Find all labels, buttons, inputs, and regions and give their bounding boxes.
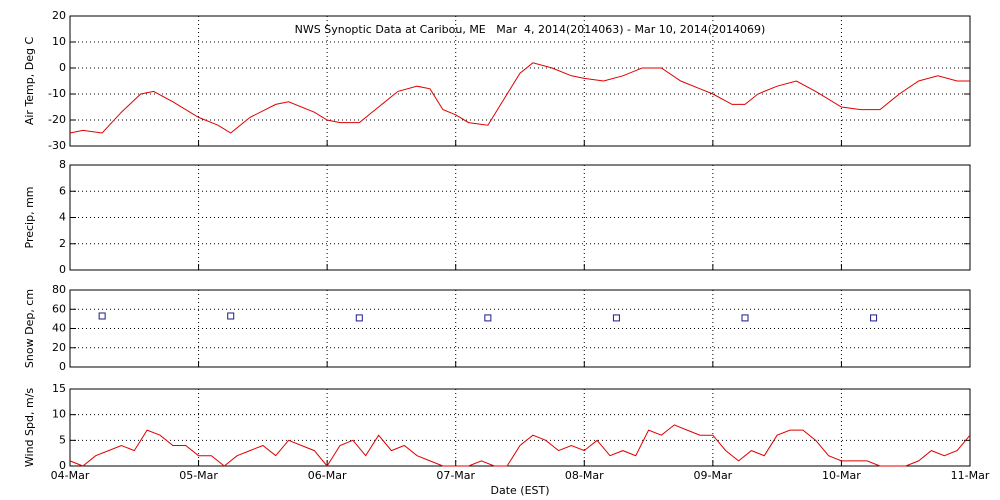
y-tick-label: 20 — [52, 341, 66, 354]
y-tick-label: 60 — [52, 302, 66, 315]
x-axis-label: Date (EST) — [490, 484, 549, 497]
data-line — [69, 424, 971, 467]
data-point — [741, 314, 749, 322]
x-tick-label: 06-Mar — [308, 469, 347, 482]
data-point — [484, 314, 492, 322]
data-point — [612, 314, 620, 322]
y-tick-label: 6 — [59, 184, 66, 197]
y-tick-label: 0 — [59, 459, 66, 472]
data-line — [69, 62, 970, 134]
data-point — [227, 312, 235, 320]
data-point — [98, 312, 106, 320]
y-tick-label: 0 — [59, 360, 66, 373]
y-tick-label: 5 — [59, 433, 66, 446]
y-tick-label: 20 — [52, 9, 66, 22]
y-tick-label: 10 — [52, 408, 66, 421]
plot-frame — [69, 388, 971, 467]
y-axis-label: Wind Spd, m/s — [23, 388, 36, 468]
x-tick-label: 11-Mar — [951, 469, 990, 482]
y-axis-label: Precip, mm — [23, 187, 36, 249]
x-tick-label: 05-Mar — [179, 469, 218, 482]
y-tick-label: 0 — [59, 61, 66, 74]
y-tick-label: 4 — [59, 211, 66, 224]
y-axis-label: Snow Dep, cm — [23, 289, 36, 368]
x-tick-label: 09-Mar — [693, 469, 732, 482]
y-tick-label: 8 — [59, 158, 66, 171]
y-tick-label: 15 — [52, 382, 66, 395]
x-tick-label: 04-Mar — [51, 469, 90, 482]
data-point — [355, 314, 363, 322]
data-point — [870, 314, 878, 322]
y-tick-label: 0 — [59, 263, 66, 276]
y-tick-label: 40 — [52, 322, 66, 335]
y-tick-label: 80 — [52, 283, 66, 296]
y-tick-label: -30 — [48, 139, 66, 152]
y-axis-label: Air Temp, Deg C — [23, 37, 36, 126]
x-tick-label: 10-Mar — [822, 469, 861, 482]
x-tick-label: 07-Mar — [436, 469, 475, 482]
y-tick-label: 10 — [52, 35, 66, 48]
y-tick-label: 2 — [59, 237, 66, 250]
chart-title: NWS Synoptic Data at Caribou, ME Mar 4, … — [295, 23, 766, 36]
x-tick-label: 08-Mar — [565, 469, 604, 482]
y-tick-label: -10 — [48, 87, 66, 100]
y-tick-label: -20 — [48, 113, 66, 126]
